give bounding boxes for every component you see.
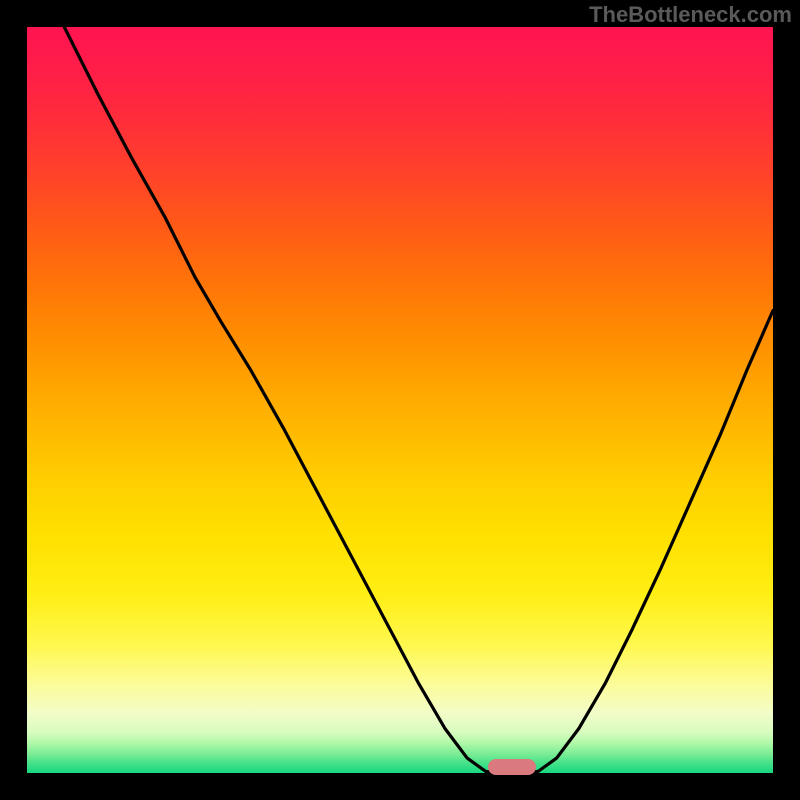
watermark-text: TheBottleneck.com <box>589 2 792 28</box>
plot-area <box>27 27 773 773</box>
plot-svg <box>27 27 773 773</box>
chart-container: TheBottleneck.com <box>0 0 800 800</box>
minimum-marker <box>488 759 536 775</box>
